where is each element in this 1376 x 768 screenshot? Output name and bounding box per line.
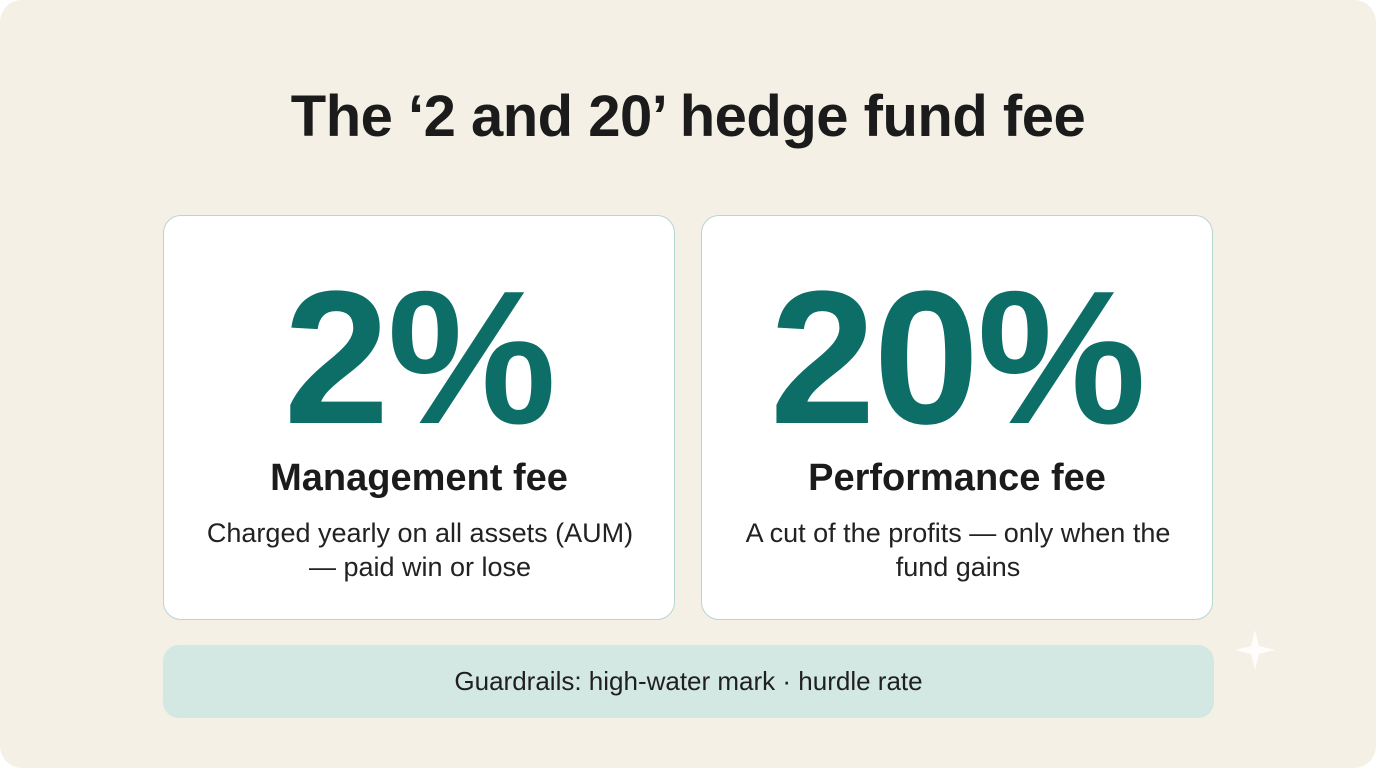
management-fee-card: 2% Management fee Charged yearly on all … [163, 215, 675, 620]
management-fee-value: 2% [283, 252, 557, 464]
page-title: The ‘2 and 20’ hedge fund fee [290, 84, 1086, 149]
sparkle-icon [1235, 630, 1275, 670]
management-fee-description: Charged yearly on all assets (AUM) — pai… [206, 518, 634, 582]
performance-fee-value: 20% [769, 252, 1146, 464]
performance-fee-card: 20% Performance fee A cut of the profits… [701, 215, 1213, 620]
management-fee-label: Management fee [270, 457, 568, 499]
guardrails-text: Guardrails: high-water mark · hurdle rat… [454, 666, 923, 696]
guardrails-banner: Guardrails: high-water mark · hurdle rat… [163, 645, 1214, 718]
performance-fee-description: A cut of the profits — only when the fun… [745, 518, 1171, 582]
performance-fee-label: Performance fee [808, 457, 1106, 499]
